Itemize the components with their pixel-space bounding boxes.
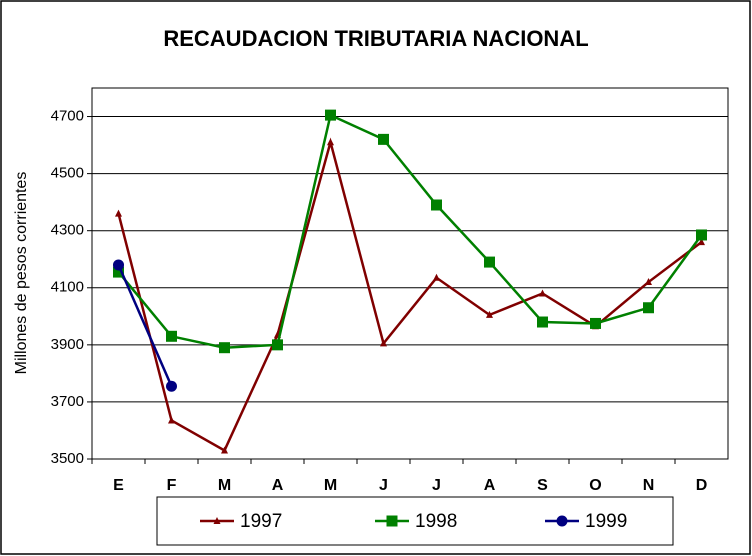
marker <box>380 339 387 347</box>
x-tick-label: J <box>379 477 388 494</box>
legend-box <box>156 496 674 546</box>
marker <box>219 342 230 354</box>
marker <box>537 316 548 328</box>
marker <box>272 339 283 351</box>
marker <box>590 317 601 329</box>
y-tick-label: 3900 <box>51 336 84 353</box>
x-tick-label: E <box>113 477 124 494</box>
y-tick-label: 3500 <box>51 450 84 467</box>
x-tick-label: A <box>484 477 496 494</box>
legend-marker <box>556 515 568 527</box>
x-tick-label: A <box>272 477 284 494</box>
y-tick-label: 3700 <box>51 393 84 410</box>
marker <box>221 446 228 454</box>
x-tick-label: M <box>218 477 231 494</box>
series-line <box>117 264 173 387</box>
marker <box>166 330 177 342</box>
marker <box>643 302 654 314</box>
series-line <box>117 137 703 453</box>
series-line <box>117 113 703 349</box>
marker <box>698 238 705 246</box>
x-tick-label: J <box>432 477 441 494</box>
legend-label: 1999 <box>585 511 627 532</box>
y-tick-label: 4300 <box>51 222 84 239</box>
plot-area <box>92 88 728 459</box>
x-tick-label: N <box>643 477 655 494</box>
marker <box>645 278 652 286</box>
marker <box>113 259 124 271</box>
y-axis-label: Millones de pesos corrientes <box>13 172 30 375</box>
y-tick-label: 4500 <box>51 165 84 182</box>
marker <box>696 229 707 241</box>
marker <box>115 209 122 217</box>
marker <box>484 256 495 268</box>
marker <box>168 416 175 424</box>
y-tick-label: 4100 <box>51 279 84 296</box>
marker <box>486 310 493 318</box>
marker <box>539 289 546 297</box>
legend-marker <box>213 517 221 524</box>
marker <box>433 273 440 281</box>
marker <box>113 266 124 278</box>
legend-label: 1998 <box>415 511 457 532</box>
legend-label: 1997 <box>240 511 282 532</box>
marker <box>166 380 177 392</box>
marker <box>327 138 334 146</box>
y-tick-label: 4700 <box>51 108 84 125</box>
legend-marker <box>386 515 398 527</box>
x-tick-label: O <box>589 477 601 494</box>
x-tick-label: F <box>167 477 177 494</box>
x-tick-label: D <box>696 477 708 494</box>
x-tick-label: M <box>324 477 337 494</box>
chart-title: RECAUDACION TRIBUTARIA NACIONAL <box>163 26 588 51</box>
marker <box>325 109 336 121</box>
x-tick-label: S <box>537 477 548 494</box>
marker <box>431 199 442 211</box>
marker <box>378 133 389 145</box>
